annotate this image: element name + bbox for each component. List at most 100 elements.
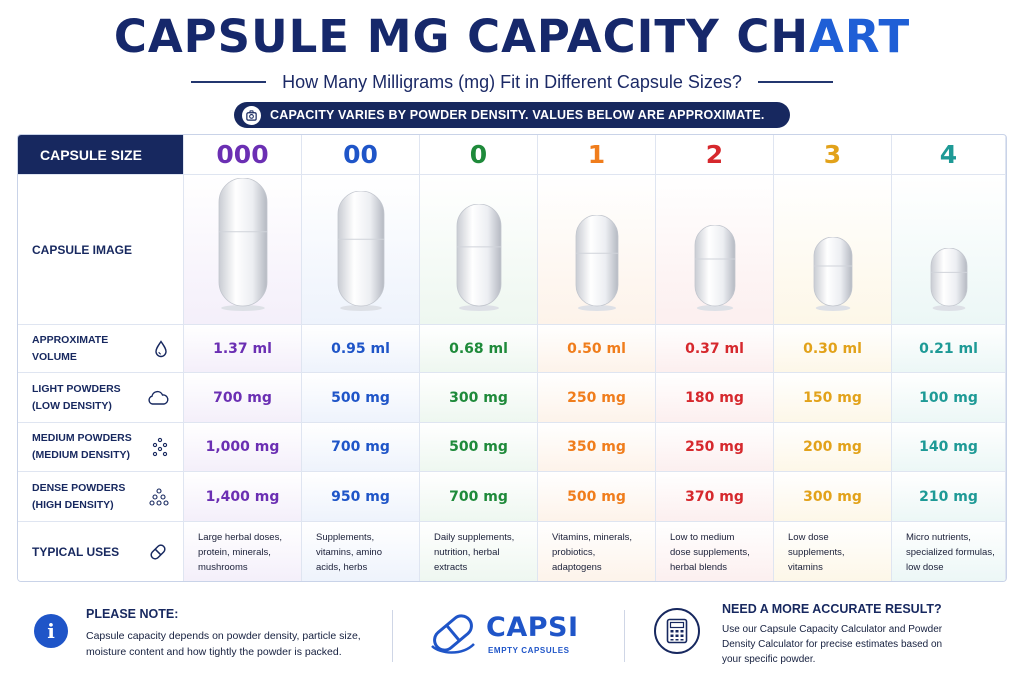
dense-value: 300 mg [803,488,862,505]
light-value-1: 250 mg [538,373,656,423]
medium-value: 200 mg [803,439,862,455]
medium-value-000: 1,000 mg [184,423,302,472]
medium-value: 500 mg [449,439,508,455]
capsule-icon [930,248,967,311]
row-label-dense: DENSE POWDERS (HIGH DENSITY) [18,472,184,522]
pill-icon [150,544,166,560]
cta-title: NEED A MORE ACCURATE RESULT? [722,602,942,616]
volume-value: 0.30 ml [803,340,862,357]
light-value: 150 mg [803,389,862,406]
size-header-2: 2 [656,135,774,175]
size-label: 00 [343,140,378,169]
size-header-4: 4 [892,135,1006,175]
dense-value: 500 mg [567,488,626,505]
scale-icon [242,105,261,125]
light-value-3: 150 mg [774,373,892,423]
volume-value-0: 0.68 ml [420,325,538,373]
capsule-icon [456,204,501,311]
subtitle: How Many Milligrams (mg) Fit in Differen… [282,71,742,92]
dense-value-2: 370 mg [656,472,774,522]
capsule-icon [337,191,384,311]
volume-value-4: 0.21 ml [892,325,1006,373]
light-value-00: 500 mg [302,373,420,423]
dense-value: 1,400 mg [205,488,280,505]
size-label: 0 [469,140,488,169]
subtitle-row: How Many Milligrams (mg) Fit in Differen… [0,70,1024,94]
light-value: 180 mg [685,389,744,406]
info-icon: i [34,614,68,648]
medium-value: 250 mg [685,439,744,455]
volume-value-000: 1.37 ml [184,325,302,373]
capsule-icon [575,215,618,311]
medium-value: 350 mg [567,439,626,455]
volume-value-3: 0.30 ml [774,325,892,373]
volume-value: 0.95 ml [331,340,390,357]
dense-value: 210 mg [919,488,978,505]
size-label: 2 [705,140,724,169]
size-label: 000 [216,140,269,169]
volume-value: 0.21 ml [919,340,978,357]
capsule-image-0 [420,175,538,325]
medium-value-00: 700 mg [302,423,420,472]
typical-uses-1: Vitamins, minerals, probiotics, adaptogens [538,522,656,581]
light-value-4: 100 mg [892,373,1006,423]
capsule-size-header: CAPSULE SIZE [18,135,184,175]
size-header-000: 000 [184,135,302,175]
row-label-volume: APPROXIMATE VOLUME [18,325,184,373]
capsule-image-3 [774,175,892,325]
cloud-icon [148,390,169,405]
row-label-light: LIGHT POWDERS (LOW DENSITY) [18,373,184,423]
dense-particles-icon [149,487,169,506]
light-value: 500 mg [331,389,390,406]
medium-value-2: 250 mg [656,423,774,472]
typical-uses-2: Low to medium dose supplements, herbal ble… [656,522,774,581]
dense-value-000: 1,400 mg [184,472,302,522]
row-label-capsule-image: CAPSULE IMAGE [18,175,184,325]
capacity-table: CAPSULE SIZE CAPSULE IMAGE APPROXIMATE VO… [17,134,1007,582]
banner-text: CAPACITY VARIES BY POWDER DENSITY. VALUE… [270,108,765,122]
volume-value: 1.37 ml [213,340,272,357]
light-value-2: 180 mg [656,373,774,423]
particles-icon [152,437,168,457]
size-header-1: 1 [538,135,656,175]
size-label: 3 [823,140,842,169]
volume-value-2: 0.37 ml [656,325,774,373]
medium-value: 700 mg [331,439,390,455]
volume-value: 0.37 ml [685,340,744,357]
cta-text: Use our Capsule Capacity Calculator and … [722,624,943,665]
page-title: CAPSULE MG CAPACITY CHART [113,10,911,63]
typical-uses-4: Micro nutrients, specialized formulas, low… [892,522,1006,581]
dense-value-0: 700 mg [420,472,538,522]
typical-uses-0: Daily supplements, nutrition, herbal extra… [420,522,538,581]
dense-value: 950 mg [331,488,390,505]
medium-value-0: 500 mg [420,423,538,472]
dense-value: 370 mg [685,488,744,505]
volume-value: 0.68 ml [449,340,508,357]
light-value-000: 700 mg [184,373,302,423]
size-label: 1 [587,140,606,169]
capsule-image-4 [892,175,1006,325]
volume-value-00: 0.95 ml [302,325,420,373]
size-label: 4 [939,140,958,169]
light-value: 250 mg [567,389,626,406]
size-header-0: 0 [420,135,538,175]
dense-value: 700 mg [449,488,508,505]
size-header-3: 3 [774,135,892,175]
droplet-icon [155,339,167,357]
medium-value: 140 mg [919,439,978,455]
note-text: Capsule capacity depends on powder densi… [86,630,361,658]
dense-value-4: 210 mg [892,472,1006,522]
capsule-image-000 [184,175,302,325]
footer-divider-right [624,610,625,662]
medium-value-4: 140 mg [892,423,1006,472]
calculator-icon [654,608,700,654]
capsule-image-00 [302,175,420,325]
subtitle-rule-right [757,81,833,83]
light-value: 300 mg [449,389,508,406]
volume-value-1: 0.50 ml [538,325,656,373]
typical-uses-3: Low dose supplements, vitamins [774,522,892,581]
subtitle-rule-left [191,81,267,83]
dense-value-00: 950 mg [302,472,420,522]
capsule-icon [694,225,735,311]
light-value-0: 300 mg [420,373,538,423]
